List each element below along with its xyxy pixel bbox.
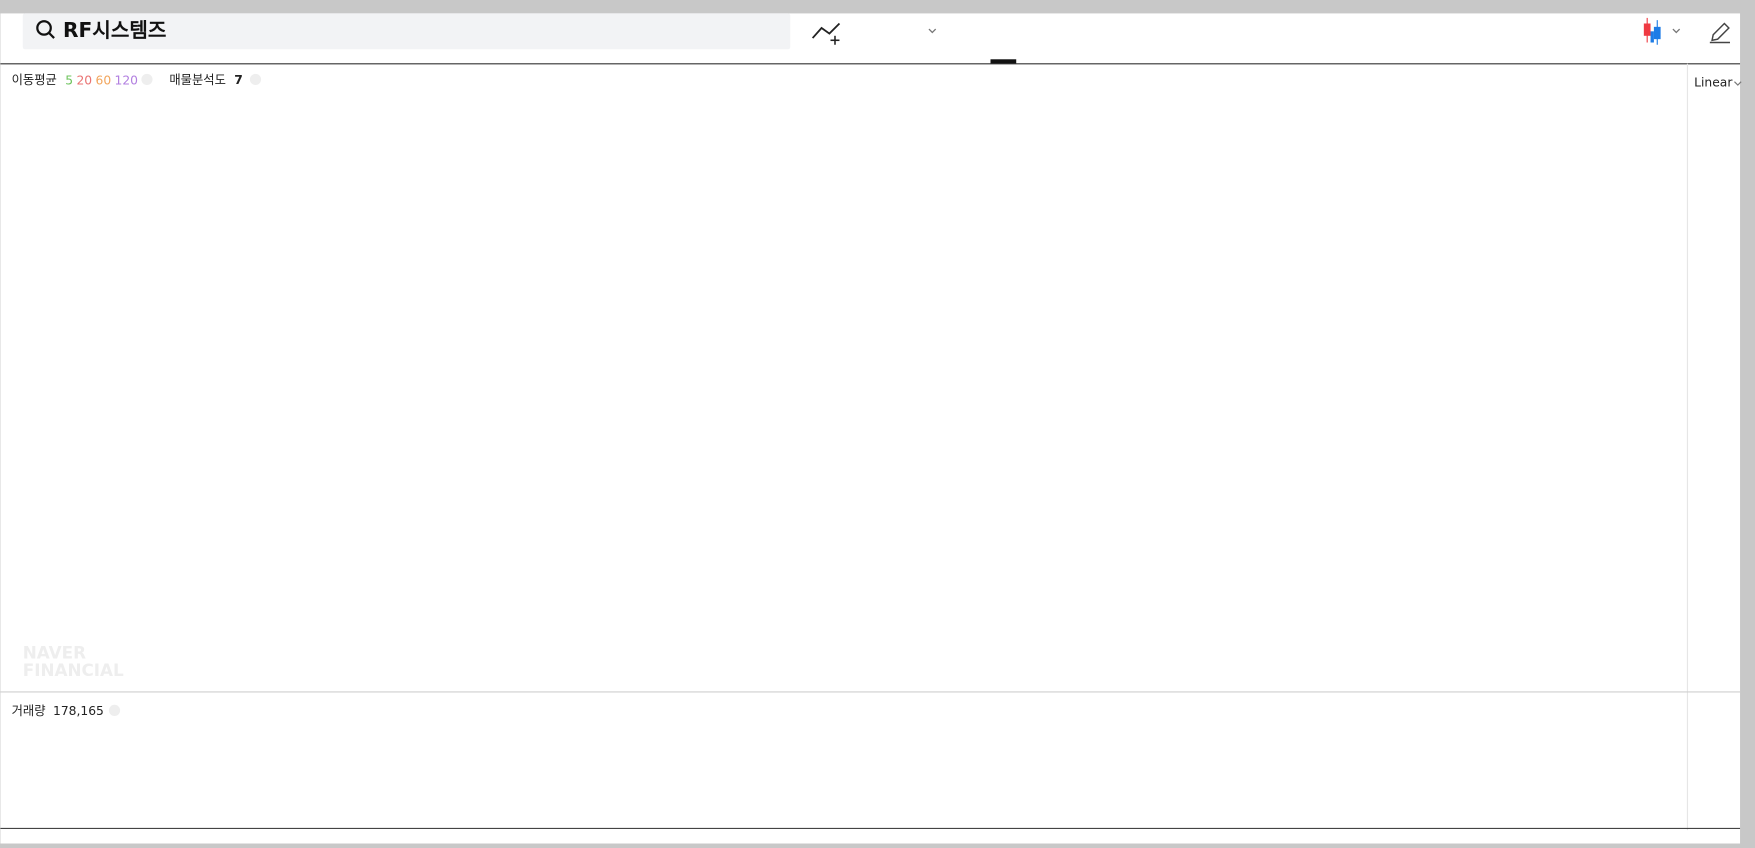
watermark: FINANCIAL	[23, 660, 124, 680]
close-button[interactable]	[249, 73, 262, 86]
search-icon[interactable]	[36, 20, 52, 36]
profile-count: 7	[234, 73, 243, 87]
draw-tool-icon[interactable]	[811, 22, 841, 45]
icon-body	[1653, 26, 1661, 40]
dropdown-chevron[interactable]	[1734, 81, 1742, 86]
pencil-icon[interactable]	[1709, 22, 1730, 44]
legend-entry: 20	[76, 73, 92, 87]
chart-type-icon[interactable]	[1643, 17, 1661, 45]
search-icon-handle	[48, 32, 55, 39]
stock-name: RF시스템즈	[63, 18, 166, 42]
dropdown-chevron[interactable]	[928, 28, 937, 34]
icon-body	[1650, 31, 1654, 43]
volume-title: 거래량	[12, 704, 46, 718]
ma-legend: 5 20 60 120	[65, 73, 138, 87]
profile-title: 매물분석도	[169, 73, 226, 87]
icon-body	[1643, 23, 1651, 36]
legend-entry: 5	[65, 73, 73, 87]
pencil-shape	[1711, 22, 1730, 42]
close-button[interactable]	[108, 704, 121, 716]
search-box[interactable]	[22, 13, 791, 50]
legend-entry: 120	[115, 73, 138, 87]
dropdown-chevron[interactable]	[1672, 28, 1681, 34]
legend-entry: 60	[95, 73, 111, 87]
panel	[0, 13, 1741, 844]
scale-mode[interactable]: Linear	[1694, 75, 1733, 89]
icon-line	[811, 22, 841, 39]
ma-title: 이동평균	[12, 73, 57, 87]
volume-current: 178,165	[53, 704, 104, 718]
close-button[interactable]	[141, 73, 153, 86]
watermark: NAVER	[23, 642, 86, 662]
active-tab-underline	[990, 59, 1017, 64]
